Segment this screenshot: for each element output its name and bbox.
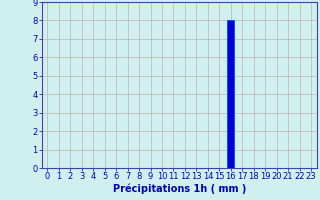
Bar: [227, 20, 234, 168]
X-axis label: Précipitations 1h ( mm ): Précipitations 1h ( mm ): [113, 184, 246, 194]
Bar: [227, 20, 234, 168]
